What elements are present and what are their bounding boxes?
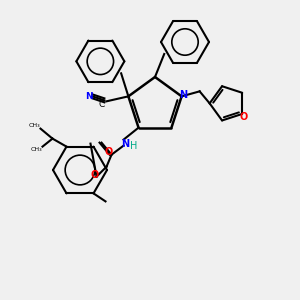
Text: O: O: [239, 112, 247, 122]
Text: O: O: [104, 147, 113, 157]
Text: H: H: [130, 141, 137, 151]
Text: N: N: [122, 139, 130, 149]
Text: C: C: [98, 100, 104, 109]
Text: N: N: [180, 90, 188, 100]
Text: CH₃: CH₃: [29, 123, 40, 128]
Text: O: O: [90, 170, 99, 180]
Text: N: N: [85, 92, 93, 101]
Text: CH₃: CH₃: [31, 147, 42, 152]
